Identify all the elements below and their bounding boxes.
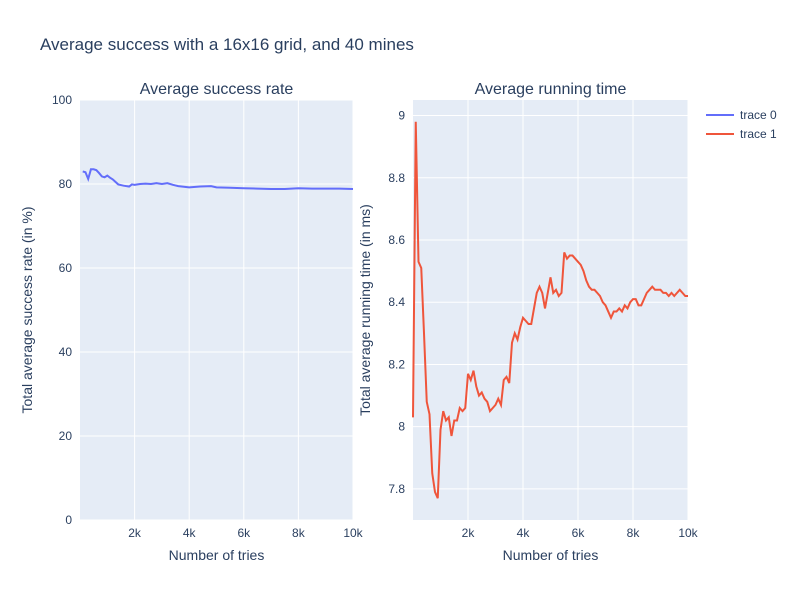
success-rate-x-ticks: 2k 4k 6k 8k 10k <box>128 526 363 540</box>
x-tick-label: 4k <box>517 526 531 540</box>
y-tick-label: 7.8 <box>388 482 405 496</box>
trace-0-line <box>82 168 354 191</box>
y-tick-label: 20 <box>59 429 73 443</box>
x-tick-label: 10k <box>343 526 363 540</box>
x-tick-label: 6k <box>572 526 586 540</box>
x-tick-label: 6k <box>237 526 251 540</box>
legend-item-trace-0[interactable]: trace 0 <box>706 108 777 122</box>
legend: trace 0 trace 1 <box>706 108 777 141</box>
y-tick-label: 8.4 <box>388 295 405 309</box>
y-tick-label: 0 <box>65 513 72 527</box>
running-time-y-axis-title: Total average running time (in ms) <box>357 204 373 416</box>
figure-title: Average success with a 16x16 grid, and 4… <box>40 35 414 54</box>
y-tick-label: 8.8 <box>388 171 405 185</box>
trace-1-line <box>412 121 688 499</box>
running-time-grid <box>413 100 689 520</box>
success-rate-x-axis-title: Number of tries <box>169 547 265 563</box>
legend-label-trace-1: trace 1 <box>740 127 777 141</box>
y-tick-label: 100 <box>52 93 72 107</box>
x-tick-label: 4k <box>183 526 197 540</box>
x-tick-label: 10k <box>678 526 698 540</box>
legend-item-trace-1[interactable]: trace 1 <box>706 127 777 141</box>
y-tick-label: 80 <box>59 177 73 191</box>
y-tick-label: 8.6 <box>388 233 405 247</box>
running-time-title: Average running time <box>475 81 627 98</box>
running-time-x-ticks: 2k 4k 6k 8k 10k <box>462 526 699 540</box>
running-time-panel: 2k 4k 6k 8k 10k 7.8 8 8.2 8.4 8.6 8.8 9 Average ru… <box>357 81 699 563</box>
success-rate-grid <box>80 99 354 521</box>
running-time-plot-area <box>413 100 688 520</box>
success-rate-plot-area <box>80 100 353 520</box>
y-tick-label: 8.2 <box>388 357 405 371</box>
success-rate-title: Average success rate <box>140 81 294 98</box>
x-tick-label: 2k <box>128 526 142 540</box>
success-rate-panel: 2k 4k 6k 8k 10k 0 20 40 60 80 100 Average success… <box>19 81 364 563</box>
legend-label-trace-0: trace 0 <box>740 108 777 122</box>
y-tick-label: 8 <box>398 420 405 434</box>
running-time-x-axis-title: Number of tries <box>503 547 599 563</box>
x-tick-label: 2k <box>462 526 476 540</box>
y-tick-label: 40 <box>59 345 73 359</box>
success-rate-y-axis-title: Total average success rate (in %) <box>19 207 35 414</box>
y-tick-label: 9 <box>398 109 405 123</box>
x-tick-label: 8k <box>292 526 306 540</box>
y-tick-label: 60 <box>59 261 73 275</box>
running-time-y-ticks: 7.8 8 8.2 8.4 8.6 8.8 9 <box>388 109 405 496</box>
x-tick-label: 8k <box>627 526 641 540</box>
success-rate-y-ticks: 0 20 40 60 80 100 <box>52 93 72 527</box>
